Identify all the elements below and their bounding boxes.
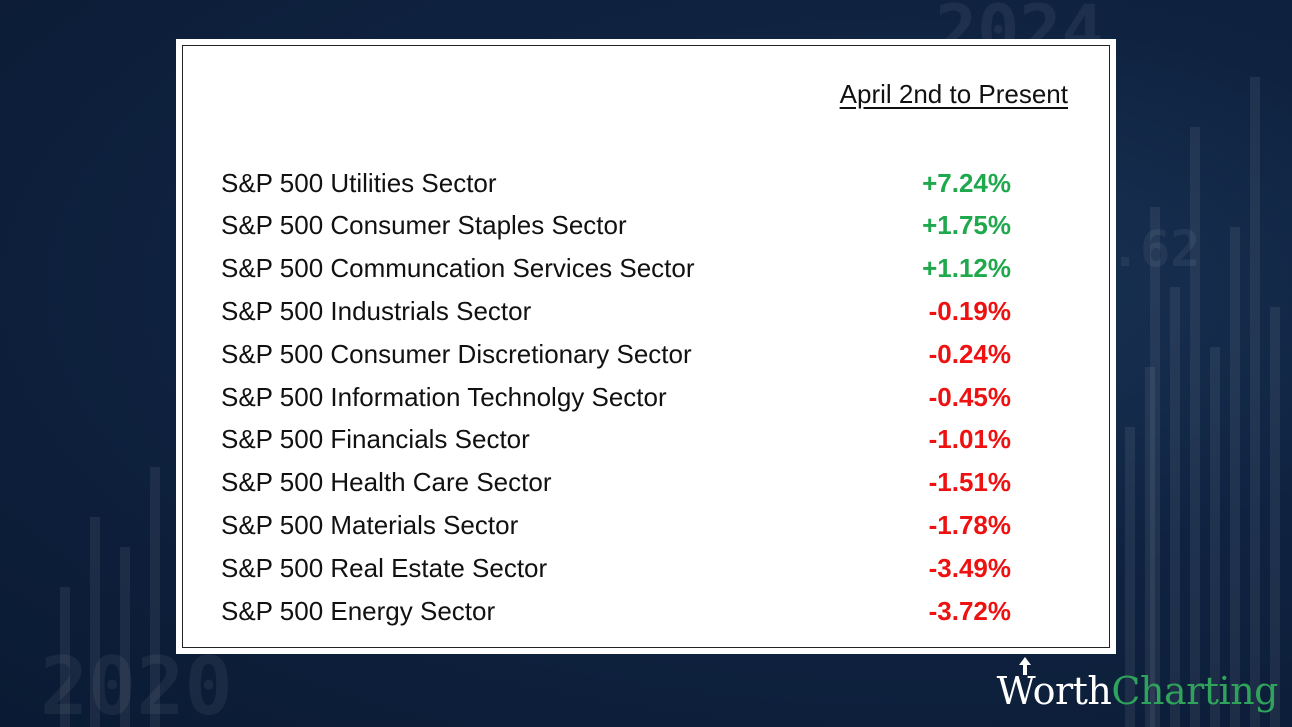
background-bar bbox=[1145, 367, 1155, 727]
sector-value: -3.49% bbox=[928, 552, 1011, 583]
sector-label: S&P 500 Energy Sector bbox=[221, 595, 496, 626]
background-number-text: .62 bbox=[1110, 220, 1201, 278]
brand-word-worth: Worth bbox=[996, 669, 1112, 713]
table-row: S&P 500 Financials Sector -1.01% bbox=[221, 419, 1011, 461]
background-bar bbox=[1170, 287, 1180, 727]
background-bar bbox=[90, 517, 100, 727]
table-row: S&P 500 Communcation Services Sector +1.1… bbox=[221, 248, 1011, 290]
sector-value: +1.75% bbox=[922, 210, 1011, 241]
table-row: S&P 500 Utilities Sector +7.24% bbox=[221, 162, 1011, 204]
brand-word-charting: Charting bbox=[1111, 669, 1278, 713]
background-bar bbox=[1250, 77, 1260, 727]
sector-value: -3.72% bbox=[928, 595, 1011, 626]
background-bar bbox=[1150, 207, 1160, 727]
sector-value: -0.45% bbox=[928, 381, 1011, 412]
sector-label: S&P 500 Health Care Sector bbox=[221, 467, 552, 498]
sector-label: S&P 500 Materials Sector bbox=[221, 509, 519, 540]
sector-value: -1.78% bbox=[928, 509, 1011, 540]
table-row: S&P 500 Consumer Discretionary Sector -0.… bbox=[221, 333, 1011, 375]
background-bar bbox=[150, 467, 160, 727]
sector-value: -1.01% bbox=[928, 424, 1011, 455]
sector-value: -0.19% bbox=[928, 295, 1011, 326]
background-bar bbox=[1210, 347, 1220, 727]
sector-label: S&P 500 Industrials Sector bbox=[221, 295, 532, 326]
sector-label: S&P 500 Communcation Services Sector bbox=[221, 253, 695, 284]
background-bar bbox=[1270, 307, 1280, 727]
background-bar bbox=[60, 587, 70, 727]
background-bar bbox=[120, 547, 130, 727]
table-row: S&P 500 Energy Sector -3.72% bbox=[221, 590, 1011, 632]
sector-label: S&P 500 Information Technolgy Sector bbox=[221, 381, 667, 412]
column-header: April 2nd to Present bbox=[839, 79, 1068, 109]
table-row: S&P 500 Industrials Sector -0.19% bbox=[221, 290, 1011, 332]
sector-performance-panel: April 2nd to Present S&P 500 Utilities S… bbox=[176, 39, 1116, 654]
background-bar bbox=[1125, 427, 1135, 727]
sector-label: S&P 500 Consumer Discretionary Sector bbox=[221, 338, 692, 369]
sector-value: +7.24% bbox=[922, 167, 1011, 198]
sector-label: S&P 500 Consumer Staples Sector bbox=[221, 210, 627, 241]
sector-value: -0.24% bbox=[928, 338, 1011, 369]
table-row: S&P 500 Health Care Sector -1.51% bbox=[221, 462, 1011, 504]
background-bar bbox=[1230, 227, 1240, 727]
table-row: S&P 500 Materials Sector -1.78% bbox=[221, 504, 1011, 546]
brand-logo: WorthCharting bbox=[996, 657, 1278, 713]
table-row: S&P 500 Information Technolgy Sector -0.4… bbox=[221, 376, 1011, 418]
background-bar bbox=[1190, 127, 1200, 727]
sector-value: +1.12% bbox=[922, 253, 1011, 284]
sector-label: S&P 500 Financials Sector bbox=[221, 424, 530, 455]
table-row: S&P 500 Real Estate Sector -3.49% bbox=[221, 547, 1011, 589]
sector-label: S&P 500 Real Estate Sector bbox=[221, 552, 548, 583]
sector-value: -1.51% bbox=[928, 467, 1011, 498]
panel-border bbox=[182, 45, 1110, 648]
sector-label: S&P 500 Utilities Sector bbox=[221, 167, 497, 198]
arrow-up-icon bbox=[1018, 657, 1031, 675]
table-row: S&P 500 Consumer Staples Sector +1.75% bbox=[221, 205, 1011, 247]
background-year-text-2: 2020 bbox=[40, 640, 233, 727]
